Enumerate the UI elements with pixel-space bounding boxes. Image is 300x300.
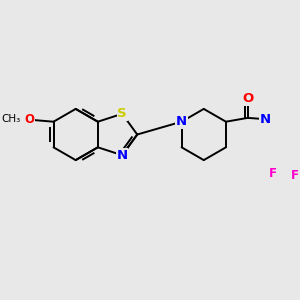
- Text: F: F: [291, 169, 299, 182]
- Text: F: F: [269, 167, 277, 180]
- Text: N: N: [117, 149, 128, 162]
- Text: O: O: [242, 92, 253, 105]
- Text: N: N: [260, 113, 271, 126]
- Text: N: N: [176, 115, 187, 128]
- Text: CH₃: CH₃: [1, 114, 20, 124]
- Text: methoxy: methoxy: [5, 119, 12, 120]
- Text: O: O: [24, 113, 34, 126]
- Text: S: S: [117, 107, 127, 120]
